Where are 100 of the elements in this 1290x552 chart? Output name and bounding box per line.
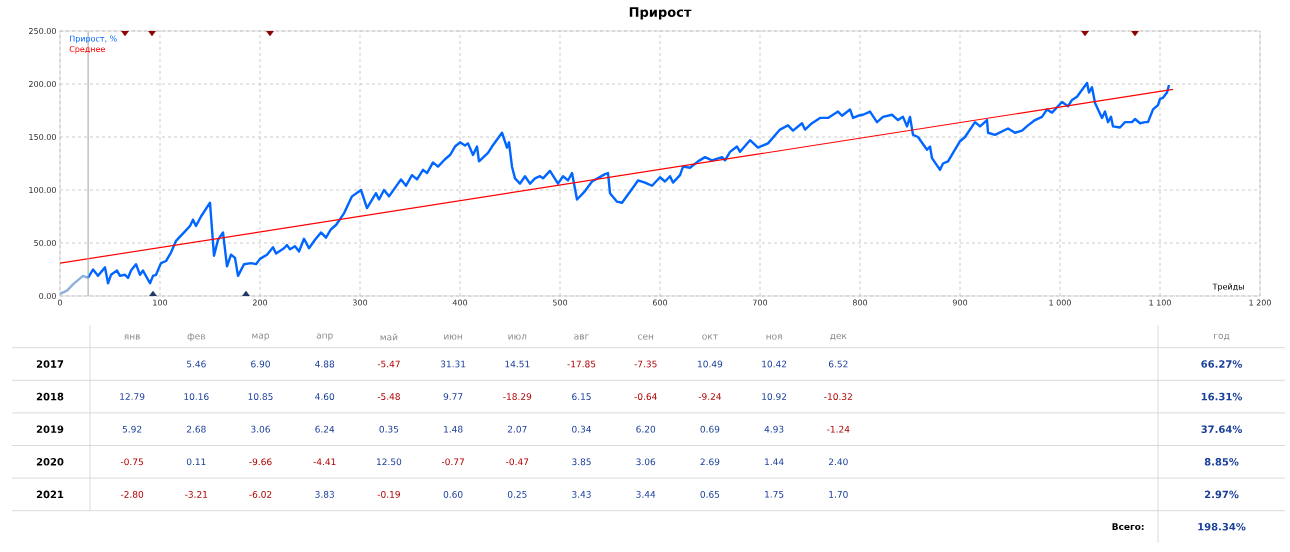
data-label: 37.64% (1201, 425, 1243, 433)
x-tick-label: авг (574, 334, 589, 340)
x-tick-label: 1 100 (1149, 299, 1171, 306)
data-label: 3.83 (315, 490, 334, 498)
data-label: 3.06 (636, 458, 656, 466)
data-label: 12.79 (120, 393, 145, 400)
data-label: 0.34 (572, 425, 592, 433)
data-label: 6.52 (828, 360, 848, 368)
y-tick-label: 100.00 (29, 186, 56, 194)
data-label: -1.24 (827, 425, 850, 433)
y-tick-label: 0.00 (39, 292, 56, 300)
data-label: 0.65 (700, 490, 720, 498)
x-tick-label: сен (638, 334, 654, 340)
x-tick-label: ноя (766, 334, 782, 340)
x-tick-label: 300 (352, 299, 368, 306)
data-label: -4.41 (313, 458, 336, 466)
data-label: 16.31% (1201, 392, 1243, 401)
data-label: 6.24 (315, 425, 335, 433)
data-label: -17.85 (567, 360, 596, 368)
data-label: 2.40 (828, 458, 848, 466)
y-tick-label: 2019 (36, 425, 64, 433)
data-label: 5.46 (186, 360, 206, 368)
x-tick-label: 0 (57, 299, 63, 306)
line-series (60, 274, 90, 296)
data-label: -9.24 (698, 393, 722, 400)
x-tick-label: июн (444, 334, 462, 340)
data-label: 2.07 (507, 425, 527, 433)
data-label: 4.93 (764, 425, 784, 433)
data-label: -0.19 (377, 490, 400, 498)
data-label: 6.20 (636, 425, 656, 433)
data-label: -10.32 (824, 393, 852, 400)
data-label: 0.69 (700, 425, 720, 433)
y-tick-label: 150.00 (29, 133, 56, 141)
data-label: 2.68 (186, 425, 206, 433)
data-label: -5.47 (377, 360, 400, 368)
data-label: 10.42 (762, 360, 787, 368)
data-label: 1.70 (829, 490, 848, 498)
data-label: -0.47 (506, 458, 529, 466)
x-tick-label: год (1214, 333, 1230, 341)
data-label: 31.31 (440, 360, 466, 368)
y-tick-label: 200.00 (29, 80, 56, 88)
data-label: 4.88 (315, 360, 335, 368)
data-label: 3.44 (636, 490, 656, 498)
data-label: 3.85 (572, 458, 591, 466)
data-label: 0.60 (443, 490, 463, 498)
x-tick-label: 100 (153, 299, 168, 306)
data-label: 8.85% (1204, 458, 1239, 466)
data-label: -0.64 (634, 393, 657, 400)
data-label: 10.49 (698, 360, 723, 368)
data-label: 3.06 (251, 425, 270, 433)
data-label: -6.02 (249, 490, 272, 498)
x-tick-label: мар (252, 333, 270, 341)
data-label: 2.69 (700, 458, 720, 466)
data-label: 1.75 (765, 491, 784, 498)
x-tick-label: 800 (852, 299, 868, 306)
y-tick-label: 2020 (36, 458, 64, 466)
y-tick-label: 50.00 (34, 239, 56, 247)
x-tick-label: 600 (652, 299, 668, 306)
annotation: 198.34% (1198, 522, 1246, 531)
y-tick-label: 2018 (36, 392, 64, 401)
x-tick-label: 400 (452, 299, 468, 306)
data-label: 14.51 (505, 360, 530, 368)
y-tick-label: 250.00 (29, 27, 56, 35)
text: Прирост, % (69, 35, 117, 44)
data-label: -0.77 (441, 458, 464, 466)
x-tick-label: фев (187, 332, 206, 342)
x-tick-label: 200 (252, 299, 268, 306)
data-label: 6.90 (251, 360, 270, 368)
data-label: 0.35 (379, 425, 399, 433)
x-tick-label: дек (830, 333, 847, 341)
data-label: 10.92 (762, 393, 787, 400)
text: Среднее (69, 45, 105, 54)
x-tick-label: окт (702, 334, 718, 340)
data-label: 12.50 (377, 458, 402, 466)
text: Всего: (1112, 523, 1144, 531)
data-label: 5.92 (122, 425, 142, 433)
data-label: 0.11 (186, 458, 206, 466)
x-axis-title: Трейды (1212, 283, 1244, 292)
x-tick-label: июл (508, 334, 527, 340)
data-label: 9.77 (443, 393, 463, 400)
data-label: -3.21 (185, 490, 208, 498)
data-label: -0.75 (120, 458, 143, 466)
data-label: 66.27% (1201, 360, 1243, 368)
x-tick-label: май (380, 333, 398, 341)
data-label: 10.16 (184, 393, 209, 400)
x-tick-label: 500 (552, 299, 568, 306)
data-label: 0.25 (507, 490, 527, 498)
x-tick-label: янв (124, 334, 140, 340)
data-label: -18.29 (503, 393, 532, 400)
x-tick-label: 700 (753, 299, 768, 306)
data-label: 1.44 (765, 458, 784, 466)
y-tick-label: 2021 (36, 490, 64, 499)
data-label: -2.80 (120, 490, 144, 498)
x-tick-label: апр (316, 333, 333, 341)
x-tick-label: 900 (952, 299, 968, 306)
data-label: 4.60 (315, 393, 335, 400)
data-label: -9.66 (249, 458, 272, 466)
data-label: -5.48 (377, 393, 400, 400)
y-tick-label: 2017 (36, 360, 64, 368)
data-label: 1.48 (444, 425, 463, 433)
